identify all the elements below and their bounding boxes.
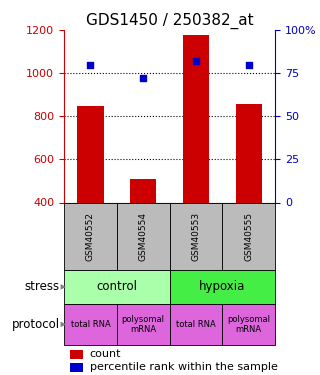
Bar <box>222 304 275 345</box>
Bar <box>64 202 117 270</box>
Point <box>141 75 146 81</box>
Bar <box>117 202 170 270</box>
Text: GSM40553: GSM40553 <box>191 211 201 261</box>
Point <box>193 58 198 64</box>
Text: polysomal
mRNA: polysomal mRNA <box>227 315 270 334</box>
Text: GSM40554: GSM40554 <box>139 212 148 261</box>
Bar <box>64 304 117 345</box>
Bar <box>64 270 170 304</box>
Bar <box>130 179 156 203</box>
Text: GSM40552: GSM40552 <box>86 212 95 261</box>
Text: protocol: protocol <box>12 318 60 331</box>
Text: hypoxia: hypoxia <box>199 280 245 293</box>
Text: control: control <box>96 280 137 293</box>
Bar <box>170 270 275 304</box>
Text: total RNA: total RNA <box>176 320 216 329</box>
Bar <box>117 304 170 345</box>
Bar <box>183 35 209 203</box>
Bar <box>170 202 222 270</box>
Text: percentile rank within the sample: percentile rank within the sample <box>90 363 277 372</box>
Text: count: count <box>90 349 121 359</box>
Text: total RNA: total RNA <box>70 320 110 329</box>
Bar <box>222 202 275 270</box>
Bar <box>70 350 83 358</box>
Point <box>246 62 251 68</box>
Title: GDS1450 / 250382_at: GDS1450 / 250382_at <box>86 12 253 28</box>
Text: stress: stress <box>25 280 60 293</box>
Bar <box>236 104 262 202</box>
Point <box>88 62 93 68</box>
Text: polysomal
mRNA: polysomal mRNA <box>122 315 165 334</box>
Bar <box>77 106 104 202</box>
Bar <box>70 363 83 372</box>
Bar <box>170 304 222 345</box>
Text: GSM40555: GSM40555 <box>244 211 253 261</box>
